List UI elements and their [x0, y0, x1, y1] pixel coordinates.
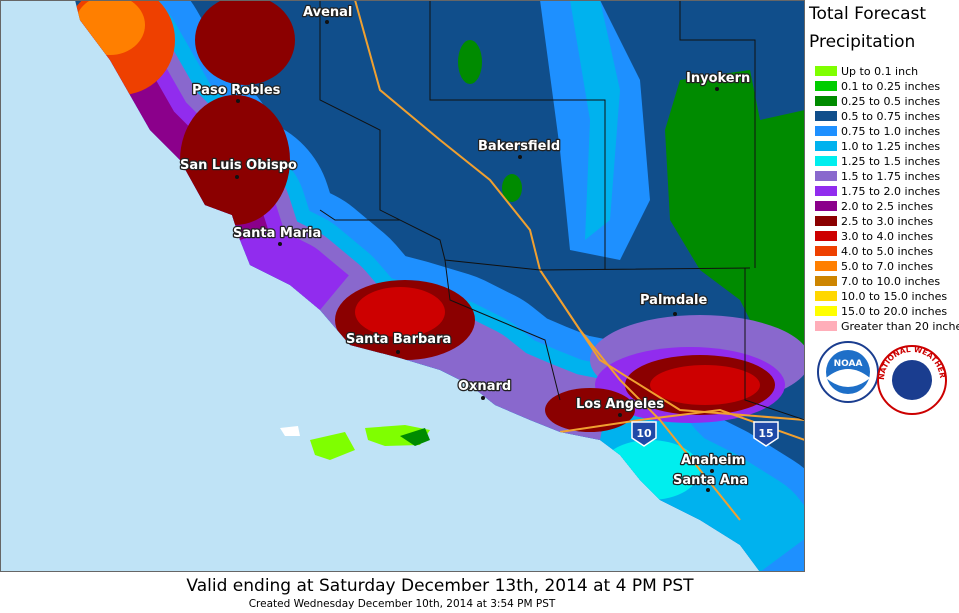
city-dot: [278, 242, 282, 246]
shield: 10: [631, 421, 657, 447]
map: 10 15 Avenal Inyokern Paso Robles Bakersfie…: [0, 0, 805, 572]
legend-swatch: [815, 306, 837, 316]
city-dot: [236, 99, 240, 103]
legend-swatch: [815, 126, 837, 136]
legend-label: 2.0 to 2.5 inches: [841, 200, 933, 213]
legend-swatch: [815, 201, 837, 211]
shield-label: 15: [758, 427, 773, 440]
noaa-label: NOAA: [834, 359, 863, 369]
city-label: Palmdale: [640, 293, 707, 308]
city-dot: [715, 87, 719, 91]
legend-label: Up to 0.1 inch: [841, 65, 918, 78]
city-label: Avenal: [303, 5, 352, 20]
legend-swatch: [815, 321, 837, 331]
legend-label: 7.0 to 10.0 inches: [841, 275, 940, 288]
legend-label: 3.0 to 4.0 inches: [841, 230, 933, 243]
city-label: Inyokern: [686, 71, 750, 86]
city-label: Oxnard: [458, 379, 511, 394]
legend-title: Total Forecast: [808, 4, 926, 24]
legend-label: Greater than 20 inches: [841, 320, 959, 333]
cities: Avenal Inyokern Paso Robles Bakersfield San …: [179, 4, 752, 492]
map-border: [0, 0, 805, 572]
legend-swatch: [815, 261, 837, 271]
legend-label: 1.75 to 2.0 inches: [841, 185, 940, 198]
city-dot: [518, 155, 522, 159]
city-label: Santa Ana: [673, 473, 748, 488]
island: [310, 432, 355, 460]
legend-swatch: [815, 81, 837, 91]
city-dot: [325, 20, 329, 24]
legend-title: Precipitation: [809, 32, 915, 52]
legend-swatch: [815, 156, 837, 166]
city-dot: [396, 350, 400, 354]
legend-swatch: [815, 66, 837, 76]
legend-swatch: [815, 141, 837, 151]
city-label: Paso Robles: [192, 83, 281, 98]
legend-label: 1.5 to 1.75 inches: [841, 170, 940, 183]
legend-swatch: [815, 246, 837, 256]
city-dot: [618, 413, 622, 417]
legend-label: 0.1 to 0.25 inches: [841, 80, 940, 93]
legend-label: 4.0 to 5.0 inches: [841, 245, 933, 258]
city-label: San Luis Obispo: [180, 158, 297, 173]
shield: 15: [753, 421, 779, 447]
legend-label: 15.0 to 20.0 inches: [841, 305, 947, 318]
city-dot: [481, 396, 485, 400]
noaa-logo: NOAA: [817, 341, 879, 403]
legend-swatch: [815, 96, 837, 106]
city-label: Santa Maria: [233, 226, 321, 241]
city-label: Santa Barbara: [346, 332, 451, 347]
legend-swatch: [815, 291, 837, 301]
island: [400, 428, 430, 446]
created-time: Created Wednesday December 10th, 2014 at…: [249, 598, 556, 610]
valid-time: Valid ending at Saturday December 13th, …: [186, 576, 694, 596]
shield-label: 10: [636, 427, 652, 440]
city-dot: [673, 312, 677, 316]
city-dot: [235, 175, 239, 179]
legend-label: 0.25 to 0.5 inches: [841, 95, 940, 108]
legend-label: 0.75 to 1.0 inches: [841, 125, 940, 138]
legend-label: 1.25 to 1.5 inches: [841, 155, 940, 168]
city-label: Los Angeles: [576, 397, 664, 412]
city-label: Anaheim: [681, 453, 745, 468]
legend-label: 10.0 to 15.0 inches: [841, 290, 947, 303]
land: [75, 0, 805, 572]
legend-swatch: [815, 231, 837, 241]
island: [280, 426, 300, 436]
legend-swatch: [815, 216, 837, 226]
legend-label: 5.0 to 7.0 inches: [841, 260, 933, 273]
city-dot: [710, 469, 714, 473]
legend-label: 2.5 to 3.0 inches: [841, 215, 933, 228]
legend-swatch: [815, 171, 837, 181]
legend-label: 1.0 to 1.25 inches: [841, 140, 940, 153]
legend-swatch: [815, 276, 837, 286]
city-label: Bakersfield: [478, 139, 560, 154]
city-dot: [706, 488, 710, 492]
legend-label: 0.5 to 0.75 inches: [841, 110, 940, 123]
legend-swatch: [815, 111, 837, 121]
legend: Up to 0.1 inch 0.1 to 0.25 inches 0.25 to …: [815, 65, 959, 333]
legend-swatch: [815, 186, 837, 196]
